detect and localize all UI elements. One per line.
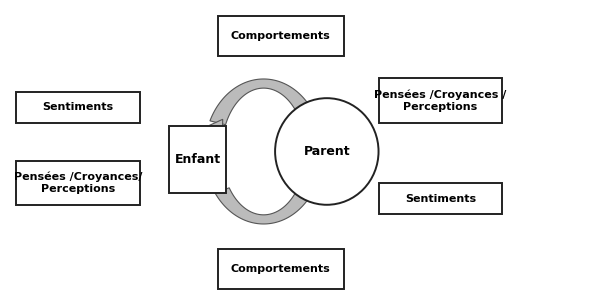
Text: Comportements: Comportements <box>231 31 330 41</box>
FancyBboxPatch shape <box>379 78 502 122</box>
Polygon shape <box>215 188 312 224</box>
FancyBboxPatch shape <box>169 125 226 192</box>
FancyBboxPatch shape <box>217 16 344 55</box>
Text: Sentiments: Sentiments <box>405 194 476 204</box>
FancyBboxPatch shape <box>217 249 344 289</box>
Polygon shape <box>293 186 308 196</box>
Text: Pensées /Croyances /
Perceptions: Pensées /Croyances / Perceptions <box>374 89 507 112</box>
Ellipse shape <box>275 98 379 205</box>
Polygon shape <box>210 79 312 125</box>
Text: Enfant: Enfant <box>174 153 220 166</box>
FancyBboxPatch shape <box>16 92 140 122</box>
FancyBboxPatch shape <box>379 184 502 214</box>
Text: Pensées /Croyances/
Perceptions: Pensées /Croyances/ Perceptions <box>14 171 143 194</box>
Text: Parent: Parent <box>303 145 350 158</box>
FancyBboxPatch shape <box>16 161 140 205</box>
Text: Sentiments: Sentiments <box>42 102 114 112</box>
Polygon shape <box>209 119 223 129</box>
Text: Comportements: Comportements <box>231 264 330 274</box>
